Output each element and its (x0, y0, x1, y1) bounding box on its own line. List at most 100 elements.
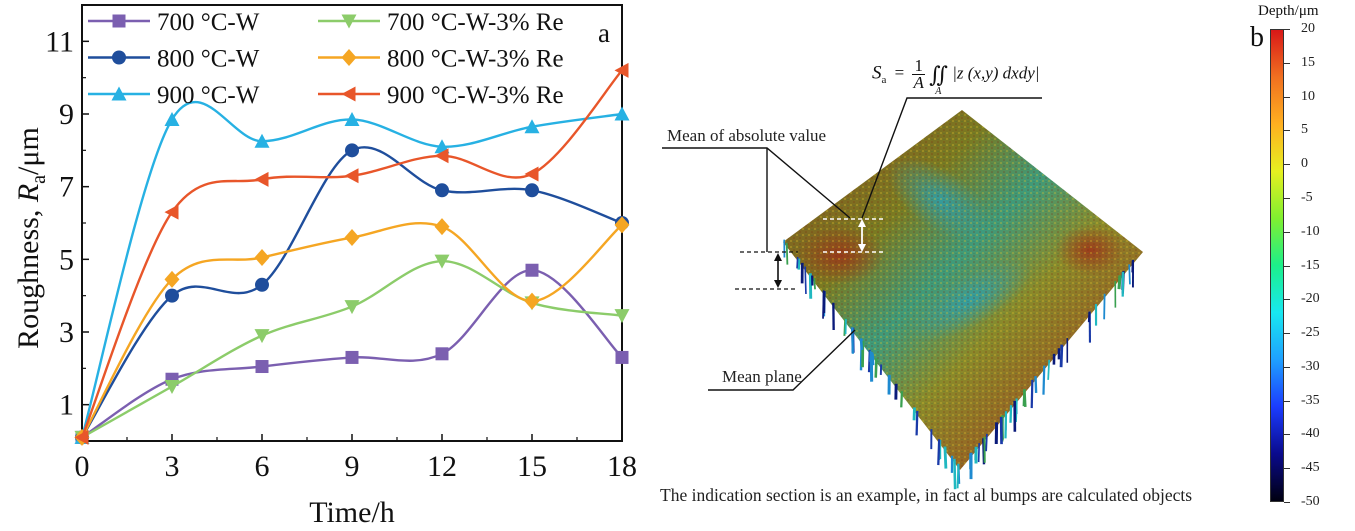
legend-marker (341, 86, 356, 102)
legend-item: 800 °C-W-3% Re (318, 46, 564, 73)
series-6 (74, 62, 629, 445)
data-point (254, 329, 270, 344)
roughness-chart: 0 3 6 9 12 15 18 1 3 5 7 9 11 700 °C-W 800 °C-W 900 °C… (12, 4, 637, 529)
surface-spike (977, 443, 981, 463)
data-point (524, 292, 540, 310)
formula-denominator: A (913, 73, 924, 92)
y-axis-label-prefix: Roughness, (12, 202, 45, 349)
surface-spike (943, 446, 948, 469)
formula-leader-line (861, 97, 1042, 219)
arrow-head-down-icon (858, 244, 866, 252)
legend: 700 °C-W 800 °C-W 900 °C-W 700 °C-W-3% Re 80… (88, 9, 564, 109)
legend-label: 900 °C-W-3% Re (387, 82, 564, 109)
series-3 (74, 100, 630, 444)
colorbar-tick-label: -35 (1301, 392, 1320, 408)
colorbar-tick (1284, 299, 1290, 301)
panel-label-b: b (1250, 22, 1264, 53)
colorbar-tick (1284, 164, 1290, 166)
data-point (525, 263, 539, 277)
data-point (164, 111, 180, 126)
surface-spike (1042, 365, 1046, 395)
colorbar-tick (1284, 130, 1290, 132)
colorbar-tick (1284, 366, 1290, 368)
depth-colorbar (1270, 29, 1284, 502)
surface-spike (822, 290, 825, 319)
y-axis-label-sub: a (28, 175, 50, 184)
y-tick-label: 3 (59, 316, 74, 349)
colorbar-tick-label: 20 (1301, 21, 1315, 36)
colorbar-tick-label: -50 (1301, 494, 1320, 509)
legend-item: 700 °C-W-3% Re (318, 9, 564, 36)
colorbar-tick (1284, 434, 1290, 436)
surface-spike (956, 463, 960, 489)
surface-spike (874, 358, 878, 378)
series-line (80, 222, 623, 438)
surface-spike (1030, 379, 1034, 409)
series-2 (75, 143, 629, 445)
colorbar-tick (1284, 197, 1290, 199)
surface-spike (785, 242, 789, 265)
data-point (615, 350, 629, 364)
colorbar-tick-label: -15 (1301, 257, 1320, 273)
colorbar-tick-label: -40 (1301, 426, 1320, 442)
colorbar-tick (1284, 333, 1290, 335)
colorbar-tick-label: -45 (1301, 460, 1320, 476)
series-1 (75, 263, 629, 444)
data-point (255, 360, 269, 374)
data-point (614, 62, 629, 78)
colorbar-tick-label: 15 (1301, 54, 1315, 70)
surface-spike (1128, 264, 1131, 285)
data-point (165, 288, 179, 303)
colorbar-title: Depth/μm (1258, 3, 1319, 19)
arrow-head-up-icon (774, 253, 782, 261)
surface-edge-spikes (783, 239, 1135, 490)
data-point (435, 347, 449, 361)
panel-label-a: a (598, 18, 610, 48)
data-point (254, 133, 270, 148)
data-point (345, 143, 359, 158)
series-line (81, 259, 623, 439)
legend-label: 900 °C-W (157, 82, 260, 109)
surface-spike (1047, 359, 1051, 380)
data-point (254, 171, 269, 187)
height-markers (735, 218, 883, 290)
x-tick-label: 18 (607, 450, 637, 483)
series-line (80, 100, 623, 438)
colorbar-tick (1284, 468, 1290, 470)
formula-numerator: 1 (912, 56, 925, 75)
series-layer (74, 62, 630, 446)
x-tick-label: 9 (345, 450, 360, 483)
axes: 0 3 6 9 12 15 18 1 3 5 7 9 11 (45, 4, 637, 483)
colorbar-tick-label: -10 (1301, 223, 1320, 239)
legend-label: 800 °C-W (157, 46, 260, 73)
colorbar-tick-label: 10 (1301, 88, 1315, 104)
data-point (435, 183, 449, 198)
surface-spike (900, 391, 904, 408)
data-point (254, 249, 270, 267)
formula-integral: ∬ A (929, 61, 948, 97)
data-point (344, 111, 360, 126)
colorbar-tick-label: 0 (1301, 156, 1308, 172)
x-tick-label: 3 (165, 450, 180, 483)
x-tick-label: 0 (75, 450, 90, 483)
figure-caption: The indication section is an example, in… (660, 485, 1193, 505)
colorbar-tick (1284, 62, 1290, 64)
data-point (255, 277, 269, 292)
data-point (345, 350, 359, 364)
series-line (80, 146, 623, 439)
legend-label: 800 °C-W-3% Re (387, 46, 564, 73)
colorbar-tick (1284, 400, 1290, 402)
mean-absolute-value-label: Mean of absolute value (667, 126, 827, 145)
surface-spike (937, 439, 941, 466)
surface-map (783, 110, 1143, 490)
legend-label: 700 °C-W-3% Re (387, 9, 564, 36)
surface-panel: Sa = 1 A ∬ A |z (x,y) dxdy| Mean of abso… (640, 0, 1355, 531)
x-tick-label: 12 (427, 450, 457, 483)
y-tick-label: 5 (59, 243, 74, 276)
formula-lhs-sub: a (881, 73, 887, 86)
data-point (434, 218, 450, 236)
x-tick-label: 15 (517, 450, 547, 483)
surface-spike (985, 433, 988, 452)
x-tick-label: 6 (255, 450, 270, 483)
mean-abs-leader-line (662, 147, 851, 219)
